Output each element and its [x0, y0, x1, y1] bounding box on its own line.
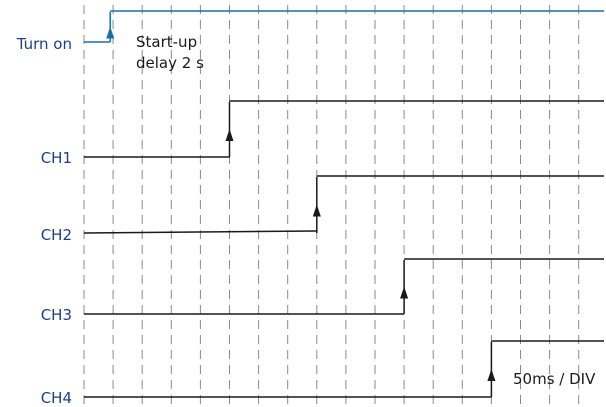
signal-label-turn-on: Turn on: [16, 35, 72, 53]
signal-label-ch2: CH2: [41, 226, 72, 244]
trace-ch3-arrow-icon: [400, 286, 409, 299]
signal-label-ch4: CH4: [41, 389, 72, 407]
signal-traces: [83, 10, 604, 398]
trace-ch2-low: [83, 230, 317, 234]
trace-ch1-arrow-icon: [225, 129, 234, 141]
trace-ch4-arrow-icon: [487, 369, 496, 381]
signal-label-ch1: CH1: [41, 149, 72, 167]
time-scale-label: 50ms / DIV: [513, 370, 596, 388]
signal-label-ch3: CH3: [41, 306, 72, 324]
trace-turn-on-arrow-icon: [106, 26, 115, 39]
trace-ch2-arrow-icon: [312, 204, 321, 217]
startup-delay-annotation-line2: delay 2 s: [136, 54, 204, 72]
startup-delay-annotation-line1: Start-up: [136, 33, 197, 51]
division-grid: [83, 5, 580, 404]
